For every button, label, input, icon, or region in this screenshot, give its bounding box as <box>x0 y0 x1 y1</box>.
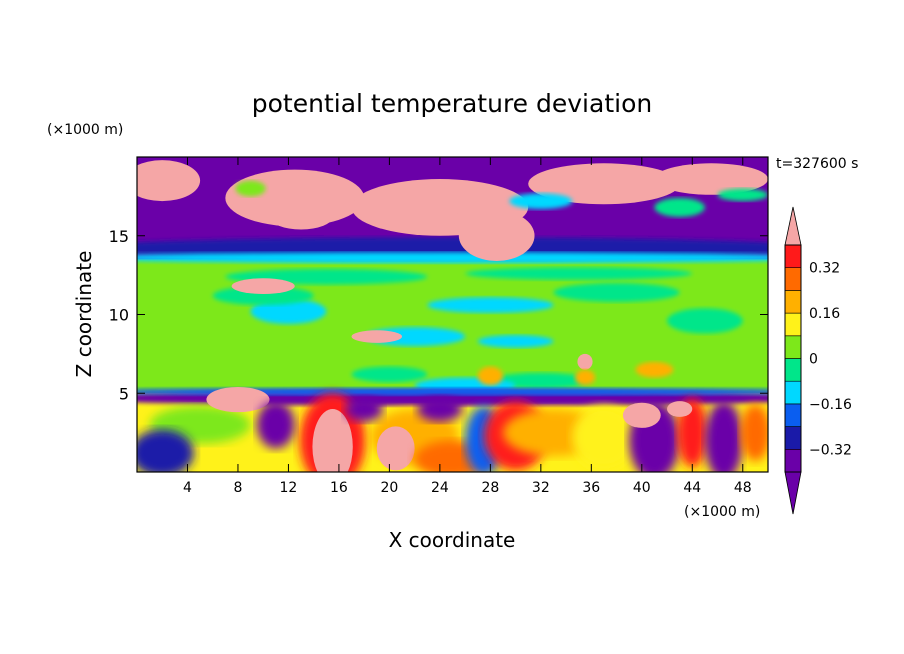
colorbar-segment-5 <box>784 335 802 359</box>
contour-blob-12 <box>509 193 573 209</box>
x-tick-label-48: 48 <box>734 480 752 496</box>
contour-blob-28 <box>577 353 593 370</box>
colorbar-extend-top <box>784 206 802 246</box>
x-tick-label-8: 8 <box>233 480 242 496</box>
contour-blob-20 <box>667 308 743 334</box>
contour-blob-22 <box>490 372 592 389</box>
colorbar-label-1: 0.16 <box>809 306 840 322</box>
contour-blob-2 <box>137 160 201 202</box>
x-tick-label-36: 36 <box>582 480 600 496</box>
contour-blob-17 <box>477 334 554 348</box>
contour-blob-44 <box>572 405 636 469</box>
contour-blob-21 <box>351 366 428 383</box>
colorbar-segment-0 <box>784 448 802 473</box>
y-axis-label: Z coordinate <box>72 251 96 378</box>
colorbar-frame <box>784 244 802 473</box>
colorbar: 0.32 0.16 0 −0.16 −0.32 <box>784 206 852 515</box>
colorbar-label-4: −0.32 <box>809 442 852 458</box>
contour-blob-14 <box>250 298 327 324</box>
x-tick-label-20: 20 <box>380 480 398 496</box>
colorbar-segment-8 <box>784 267 802 291</box>
contour-blob-35 <box>137 429 194 472</box>
chart-title: potential temperature deviation <box>252 89 652 118</box>
contour-blob-27 <box>351 330 403 343</box>
contour-blob-1 <box>137 252 768 264</box>
colorbar-segment-6 <box>784 312 802 337</box>
x-tick-label-40: 40 <box>633 480 651 496</box>
contour-blob-52 <box>667 401 693 417</box>
contour-blob-50 <box>206 386 270 413</box>
x-tick-label-24: 24 <box>431 480 449 496</box>
y-tick-label-10: 10 <box>109 306 129 325</box>
y-unit-label: (×1000 m) <box>47 122 123 138</box>
x-tick-label-32: 32 <box>532 480 550 496</box>
contour-blob-53 <box>345 396 384 422</box>
contour-blob-25 <box>465 267 693 280</box>
x-tick-label-44: 44 <box>683 480 701 496</box>
colorbar-segment-1 <box>784 426 802 450</box>
contour-blob-29 <box>574 369 596 386</box>
colorbar-segment-9 <box>784 244 802 269</box>
colorbar-segment-3 <box>784 380 802 405</box>
x-unit-label: (×1000 m) <box>684 504 760 520</box>
colorbar-segment-7 <box>784 290 802 314</box>
contour-blob-19 <box>553 283 680 302</box>
x-tick-label-4: 4 <box>183 480 192 496</box>
y-tick-label-5: 5 <box>119 384 129 403</box>
colorbar-extend-bottom <box>784 471 802 515</box>
x-tick-label-12: 12 <box>280 480 298 496</box>
contour-blob-33 <box>137 387 768 396</box>
contour-blob-7 <box>528 163 680 205</box>
contour-blob-54 <box>417 396 463 422</box>
y-axis-ticks: 5 10 15 <box>109 227 768 403</box>
colorbar-label-0: 0.32 <box>809 261 840 277</box>
contour-blob-46 <box>622 402 661 428</box>
contour-blob-39 <box>376 426 415 471</box>
contour-blob-6 <box>370 201 459 233</box>
contour-blob-16 <box>427 297 554 313</box>
y-tick-label-15: 15 <box>109 227 129 246</box>
contour-blob-18 <box>212 286 314 306</box>
contour-blob-37 <box>312 409 353 472</box>
contour-blob-10 <box>269 204 333 230</box>
x-axis-label: X coordinate <box>389 528 516 552</box>
x-axis-ticks: 4 8 12 16 20 24 28 32 36 40 44 48 <box>183 157 752 496</box>
contour-blob-9 <box>654 197 705 217</box>
contour-blob-5 <box>458 210 535 261</box>
contour-blob-51 <box>256 401 295 449</box>
contour-blob-26 <box>231 278 295 295</box>
colorbar-label-2: 0 <box>809 352 818 368</box>
x-tick-label-28: 28 <box>481 480 499 496</box>
time-label: t=327600 s <box>776 156 858 172</box>
colorbar-segment-4 <box>784 358 802 382</box>
colorbar-segment-2 <box>784 403 802 427</box>
contour-blob-48 <box>704 401 743 472</box>
x-tick-label-16: 16 <box>330 480 348 496</box>
contour-blob-8 <box>654 163 768 195</box>
contour-blob-30 <box>477 366 503 386</box>
contour-blob-49 <box>740 404 768 461</box>
contour-field <box>137 157 768 472</box>
contour-blob-13 <box>717 188 768 202</box>
contour-blob-31 <box>635 361 674 378</box>
contour-blob-11 <box>235 180 266 197</box>
colorbar-label-3: −0.16 <box>809 397 852 413</box>
